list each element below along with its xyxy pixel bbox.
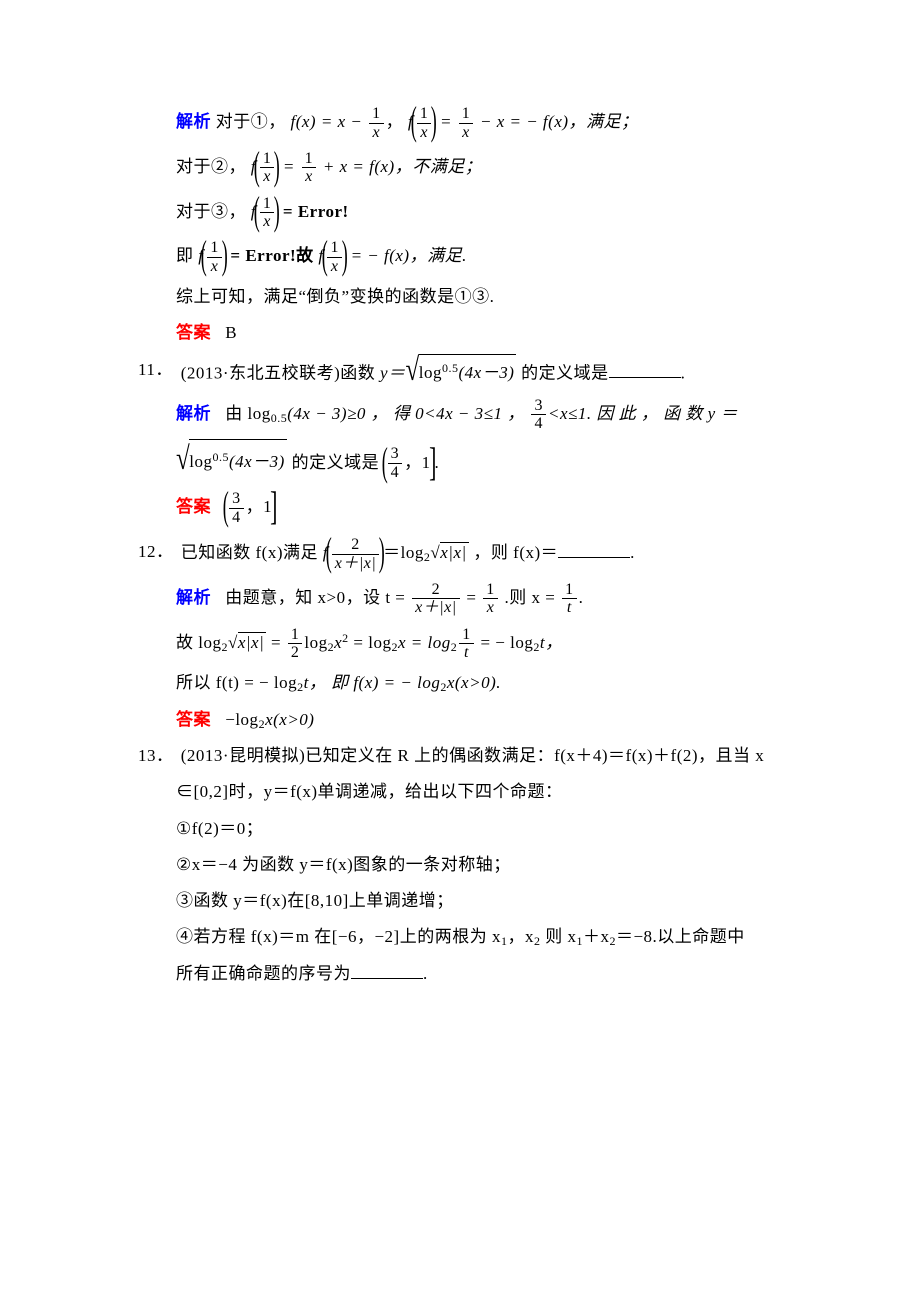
sol-line-5: 综上可知，满足“倒负”变换的函数是①③.: [176, 279, 810, 315]
sol-line-2: 对于②， f(1x) = 1x + x = f(x)，不满足；: [176, 145, 810, 190]
label-jiexi: 解析: [176, 404, 211, 423]
question-number: 12．: [138, 532, 176, 573]
sol-line-4: 即 f(1x) = Error!故 f(1x) = − f(x)，满足.: [176, 234, 810, 279]
question-number: 11．: [138, 354, 176, 386]
q11-stem: 11． (2013·东北五校联考)函数 y＝√log0.5(4x－3) 的定义域…: [176, 352, 810, 392]
blank: [351, 961, 423, 979]
label-jiexi: 解析: [176, 588, 211, 607]
q12-jiexi-2: 故 log2√x|x| = 12log2x2 = log2x = log21t …: [176, 621, 810, 666]
label-jiexi: 解析: [176, 112, 211, 131]
q11-jiexi-2: √log0.5(4x－3) 的定义域是 (34，1].: [176, 437, 810, 486]
q13-prop-1: ①f(2)＝0；: [176, 811, 810, 847]
question-13: 13． (2013·昆明模拟)已知定义在 R 上的偶函数满足：f(x＋4)＝f(…: [140, 738, 810, 992]
ans-line-10: 答案 B: [176, 315, 810, 351]
q12-jiexi-3: 所以 f(t) = − log2t， 即 f(x) = − log2x(x>0)…: [176, 665, 810, 701]
q12-ans: 答案 −log2x(x>0): [176, 702, 810, 738]
label-daan: 答案: [176, 323, 211, 342]
q11-ans: 答案 (34，1]: [176, 485, 810, 530]
blank: [609, 360, 681, 378]
q12-jiexi-1: 解析 由题意，知 x>0，设 t = 2x＋|x| = 1x .则 x = 1t…: [176, 576, 810, 621]
q13-line-2: ∈[0,2]时，y＝f(x)单调递减，给出以下四个命题：: [176, 774, 810, 810]
sol-line-3: 对于③， f(1x) = Error!: [176, 190, 810, 235]
page: 解析 对于①， f(x) = x − 1x， f(1x) = 1x − x = …: [0, 0, 920, 1052]
text: 对于②，: [176, 157, 246, 176]
question-12: 12． 已知函数 f(x)满足 f(2x＋|x|)＝log2√x|x| ，则 f…: [140, 530, 810, 738]
q13-prop-5: 所有正确命题的序号为.: [176, 956, 810, 992]
q13-prop-4: ④若方程 f(x)＝m 在[−6，−2]上的两根为 x1，x2 则 x1＋x2＝…: [176, 919, 810, 955]
text: 对于③，: [176, 202, 246, 221]
solution-block-10: 解析 对于①， f(x) = x − 1x， f(1x) = 1x − x = …: [140, 100, 810, 352]
q11-jiexi-1: 解析 由 log0.5(4x − 3)≥0 ， 得 0<4x − 3≤1 ， 3…: [176, 392, 810, 437]
text: 对于①，: [216, 112, 286, 131]
text: 即: [176, 246, 198, 265]
q13-line-1: 13． (2013·昆明模拟)已知定义在 R 上的偶函数满足：f(x＋4)＝f(…: [176, 738, 810, 774]
sol-line-1: 解析 对于①， f(x) = x − 1x， f(1x) = 1x − x = …: [176, 100, 810, 145]
q12-stem: 12． 已知函数 f(x)满足 f(2x＋|x|)＝log2√x|x| ，则 f…: [176, 530, 810, 576]
blank: [558, 540, 630, 558]
label-daan: 答案: [176, 497, 211, 516]
question-number: 13．: [138, 740, 176, 772]
q13-prop-3: ③函数 y＝f(x)在[8,10]上单调递增；: [176, 883, 810, 919]
question-11: 11． (2013·东北五校联考)函数 y＝√log0.5(4x－3) 的定义域…: [140, 352, 810, 530]
label-daan: 答案: [176, 710, 211, 729]
q13-prop-2: ②x＝−4 为函数 y＝f(x)图象的一条对称轴；: [176, 847, 810, 883]
